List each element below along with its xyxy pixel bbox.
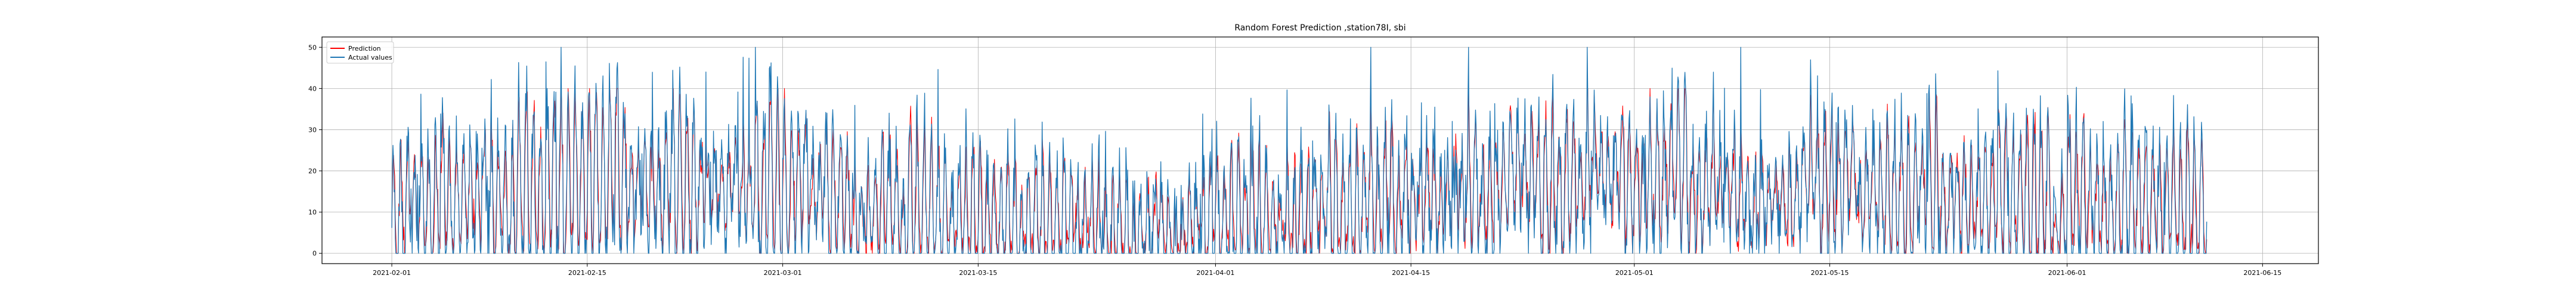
y-tick-label: 10 xyxy=(308,209,317,217)
x-tick-label: 2021-05-15 xyxy=(1811,269,1849,277)
legend-label-actual-values: Actual values xyxy=(348,54,392,61)
chart-title: Random Forest Prediction ,station78I, sb… xyxy=(1234,23,1405,33)
y-tick-label: 30 xyxy=(308,126,317,134)
series-layer xyxy=(391,47,2207,254)
y-tick-label: 40 xyxy=(308,85,317,92)
x-tick-label: 2021-03-15 xyxy=(959,269,997,277)
legend-label-prediction: Prediction xyxy=(348,45,381,52)
x-tick-label: 2021-02-15 xyxy=(568,269,606,277)
x-tick-label: 2021-04-01 xyxy=(1196,269,1234,277)
x-tick-label: 2021-05-01 xyxy=(1615,269,1654,277)
x-tick-label: 2021-03-01 xyxy=(764,269,802,277)
series-line-actual-values xyxy=(391,47,2207,254)
x-tick-label: 2021-02-01 xyxy=(373,269,411,277)
y-tick-label: 50 xyxy=(308,44,317,51)
x-axis: 2021-02-01 2021-02-15 2021-03-01 2021-03-15… xyxy=(373,264,2281,277)
y-tick-label: 0 xyxy=(312,250,317,258)
x-tick-label: 2021-06-01 xyxy=(2048,269,2086,277)
y-tick-label: 20 xyxy=(308,168,317,175)
x-tick-label: 2021-06-15 xyxy=(2243,269,2281,277)
x-tick-label: 2021-04-15 xyxy=(1392,269,1430,277)
legend: Prediction Actual values xyxy=(326,41,394,64)
plot-area-frame xyxy=(321,36,2319,264)
y-axis: 0 10 20 30 40 50 xyxy=(308,44,322,258)
